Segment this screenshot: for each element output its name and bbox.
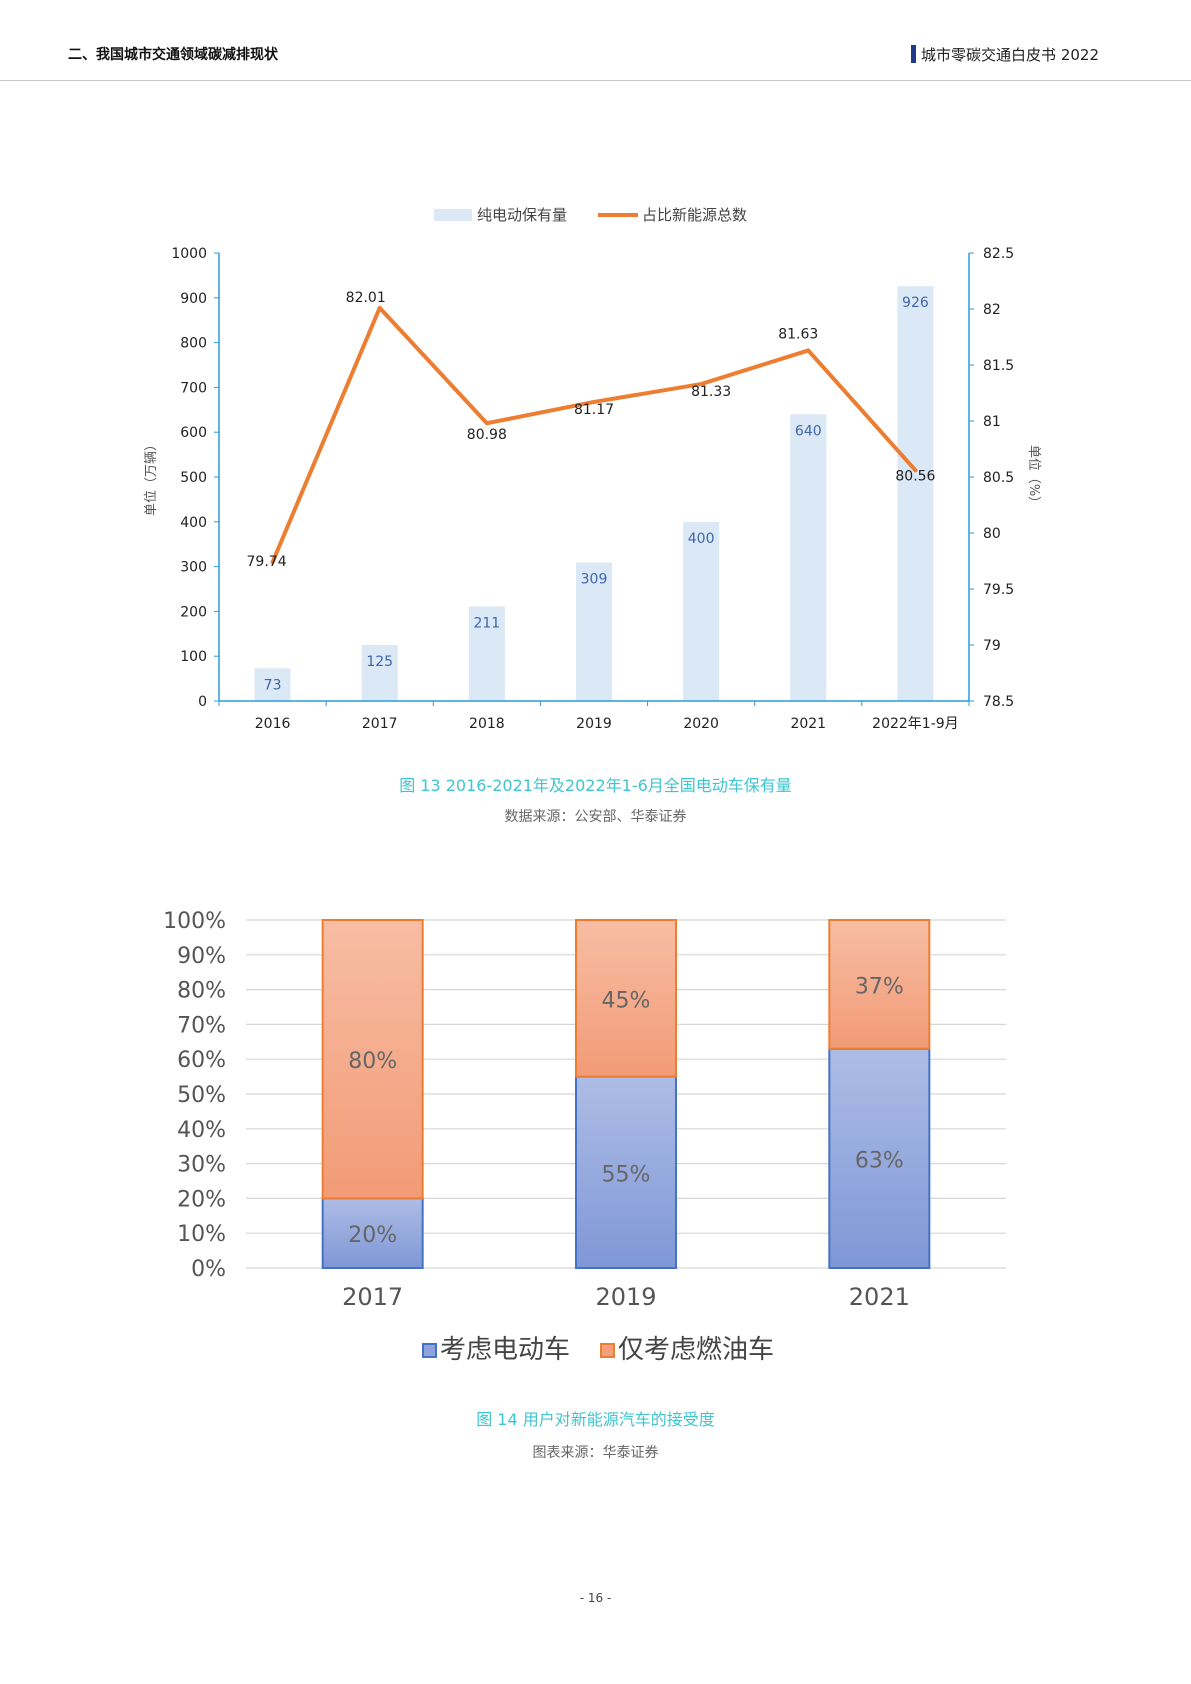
ev-ownership-chart: 纯电动保有量 占比新能源总数 0 100 200 300 400 500 600 700 800 9… [144,206,1041,732]
right-axis-tick-label: 82 [983,302,1001,318]
x-axis-category-label: 2021 [790,716,826,732]
fuel-only-bar-label: 37% [855,974,904,999]
bev-bar-value: 125 [366,654,393,670]
x-axis-category-label: 2017 [342,1283,403,1311]
left-axis-title: 单位（万辆） [144,438,159,516]
bev-bar [361,645,398,701]
legend-swatch-ev [422,1343,437,1358]
y-axis-tick-label: 100% [163,909,226,934]
bev-bar [790,414,827,701]
y-axis-tick-label: 90% [177,944,226,969]
x-axis-category-label: 2018 [469,716,505,732]
x-axis-category-label: 2017 [362,716,398,732]
left-axis-tick-label: 500 [180,470,207,486]
y-axis-tick-label: 60% [177,1048,226,1073]
ev-acceptance-bar [575,1075,677,1269]
legend-swatch-fuel [600,1343,615,1358]
fuel-only-bar [321,919,424,1200]
y-axis-tick-label: 50% [177,1083,226,1108]
left-axis-tick-label: 800 [180,336,207,352]
right-axis-tick-label: 78.5 [983,694,1014,710]
left-axis-tick-label: 200 [180,604,207,620]
right-axis-tick-label: 82.5 [983,246,1014,262]
fuel-only-bar-label: 80% [348,1049,397,1074]
right-axis-tick-label: 79.5 [983,582,1014,598]
figure-14-source: 图表来源：华泰证券 [532,1445,659,1461]
right-axis-tick-label: 80 [983,526,1001,542]
legend-label-share: 占比新能源总数 [642,206,747,224]
page-header: 二、我国城市交通领域碳减排现状 城市零碳交通白皮书 2022 [0,0,1191,81]
document-title-text: 城市零碳交通白皮书 2022 [921,46,1099,64]
share-line-label: 82.01 [346,290,386,306]
left-axis-tick-label: 700 [180,380,207,396]
left-axis-tick-label: 100 [180,649,207,665]
right-axis-tick-label: 79 [983,638,1001,654]
ev-acceptance-bar [321,1197,424,1269]
share-line-label: 79.74 [247,554,287,570]
fuel-only-bar [828,919,931,1050]
figure-13-caption: 图 13 2016-2021年及2022年1-6月全国电动车保有量 [399,776,792,795]
x-axis-category-label: 2019 [576,716,612,732]
figure-13-source: 数据来源：公安部、华泰证券 [504,809,687,825]
left-axis-tick-label: 0 [198,694,207,710]
legend-label-fuel: 仅考虑燃油车 [618,1335,774,1365]
right-axis-tick-label: 81 [983,414,1001,430]
left-axis-tick-label: 900 [180,291,207,307]
page-number: - 16 - [579,1591,612,1605]
right-axis-title: 单位（%） [1026,445,1041,509]
legend-label-ev: 考虑电动车 [440,1335,570,1365]
bev-bar-value: 73 [264,677,282,693]
fuel-only-bar [575,919,677,1078]
y-axis-tick-label: 20% [177,1187,226,1212]
bev-bar [468,606,505,701]
legend-swatch-bev [434,209,472,221]
bev-bar-value: 640 [795,423,822,439]
right-axis-tick-label: 81.5 [983,358,1014,374]
share-line-label: 81.63 [778,326,818,342]
share-line-label: 80.98 [467,427,507,443]
x-axis-category-label: 2021 [849,1283,910,1311]
y-axis-tick-label: 80% [177,979,226,1004]
bev-bar-value: 400 [688,531,715,547]
share-line-label: 81.17 [574,402,614,418]
y-axis-tick-label: 70% [177,1013,226,1038]
y-axis-tick-label: 0% [191,1257,226,1282]
fuel-only-bar-label: 45% [602,988,651,1013]
bev-bar-value: 309 [581,572,608,588]
figure-14-caption: 图 14 用户对新能源汽车的接受度 [476,1410,715,1429]
bev-bar [576,562,612,701]
ev-acceptance-bar-label: 63% [855,1148,904,1173]
share-line [270,305,918,565]
x-axis-category-label: 2020 [683,716,719,732]
x-axis-category-label: 2016 [255,716,291,732]
ev-acceptance-bar-label: 20% [348,1223,397,1248]
x-axis-category-label: 2019 [595,1283,656,1311]
bev-bar-value: 211 [473,615,500,631]
bev-bar [897,286,934,701]
left-axis-tick-label: 1000 [171,246,207,262]
document-title: 城市零碳交通白皮书 2022 [911,44,1099,65]
bev-bar [254,668,291,701]
share-line-label: 81.33 [691,384,731,400]
x-axis-category-label: 2022年1-9月 [872,716,959,732]
title-bar-marker [911,45,917,63]
y-axis-tick-label: 40% [177,1118,226,1143]
ev-acceptance-bar-label: 55% [602,1162,651,1187]
section-title: 二、我国城市交通领域碳减排现状 [68,47,278,63]
left-axis-tick-label: 600 [180,425,207,441]
y-axis-tick-label: 30% [177,1153,226,1178]
y-axis-tick-label: 10% [177,1222,226,1247]
left-axis-tick-label: 400 [180,515,207,531]
acceptance-chart: 0% 10% 20% 30% 40% 50% 60% 70% 80% 90% 100% 20% 80%… [163,909,1006,1365]
bev-bar [683,521,720,701]
ev-acceptance-bar [828,1047,931,1269]
legend-label-bev: 纯电动保有量 [477,206,567,224]
bev-bar-value: 926 [902,295,929,311]
left-axis-tick-label: 300 [180,560,207,576]
share-line-label: 80.56 [895,468,935,484]
right-axis-tick-label: 80.5 [983,470,1014,486]
